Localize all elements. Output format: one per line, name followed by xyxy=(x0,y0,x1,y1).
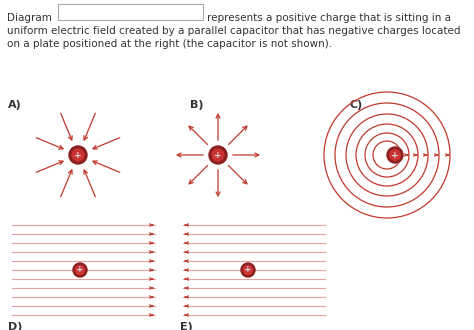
Text: on a plate positioned at the right (the capacitor is not shown).: on a plate positioned at the right (the … xyxy=(7,39,332,49)
Circle shape xyxy=(241,263,255,277)
Text: B): B) xyxy=(190,100,203,110)
Text: +: + xyxy=(391,150,399,159)
Circle shape xyxy=(387,147,403,163)
Circle shape xyxy=(212,149,224,161)
Text: +: + xyxy=(214,150,222,159)
Circle shape xyxy=(69,146,87,164)
Circle shape xyxy=(390,150,400,160)
Circle shape xyxy=(75,265,84,275)
Circle shape xyxy=(209,146,227,164)
Text: E): E) xyxy=(180,322,193,330)
Text: C): C) xyxy=(350,100,363,110)
FancyBboxPatch shape xyxy=(58,4,203,20)
Circle shape xyxy=(72,149,84,161)
Text: uniform electric field created by a parallel capacitor that has negative charges: uniform electric field created by a para… xyxy=(7,26,461,36)
Text: +: + xyxy=(244,266,252,275)
Circle shape xyxy=(73,263,87,277)
Text: D): D) xyxy=(8,322,22,330)
Text: +: + xyxy=(74,150,82,159)
Text: Diagram: Diagram xyxy=(7,13,52,23)
Text: represents a positive charge that is sitting in a: represents a positive charge that is sit… xyxy=(207,13,451,23)
Text: A): A) xyxy=(8,100,22,110)
Text: +: + xyxy=(76,266,84,275)
Circle shape xyxy=(244,265,253,275)
